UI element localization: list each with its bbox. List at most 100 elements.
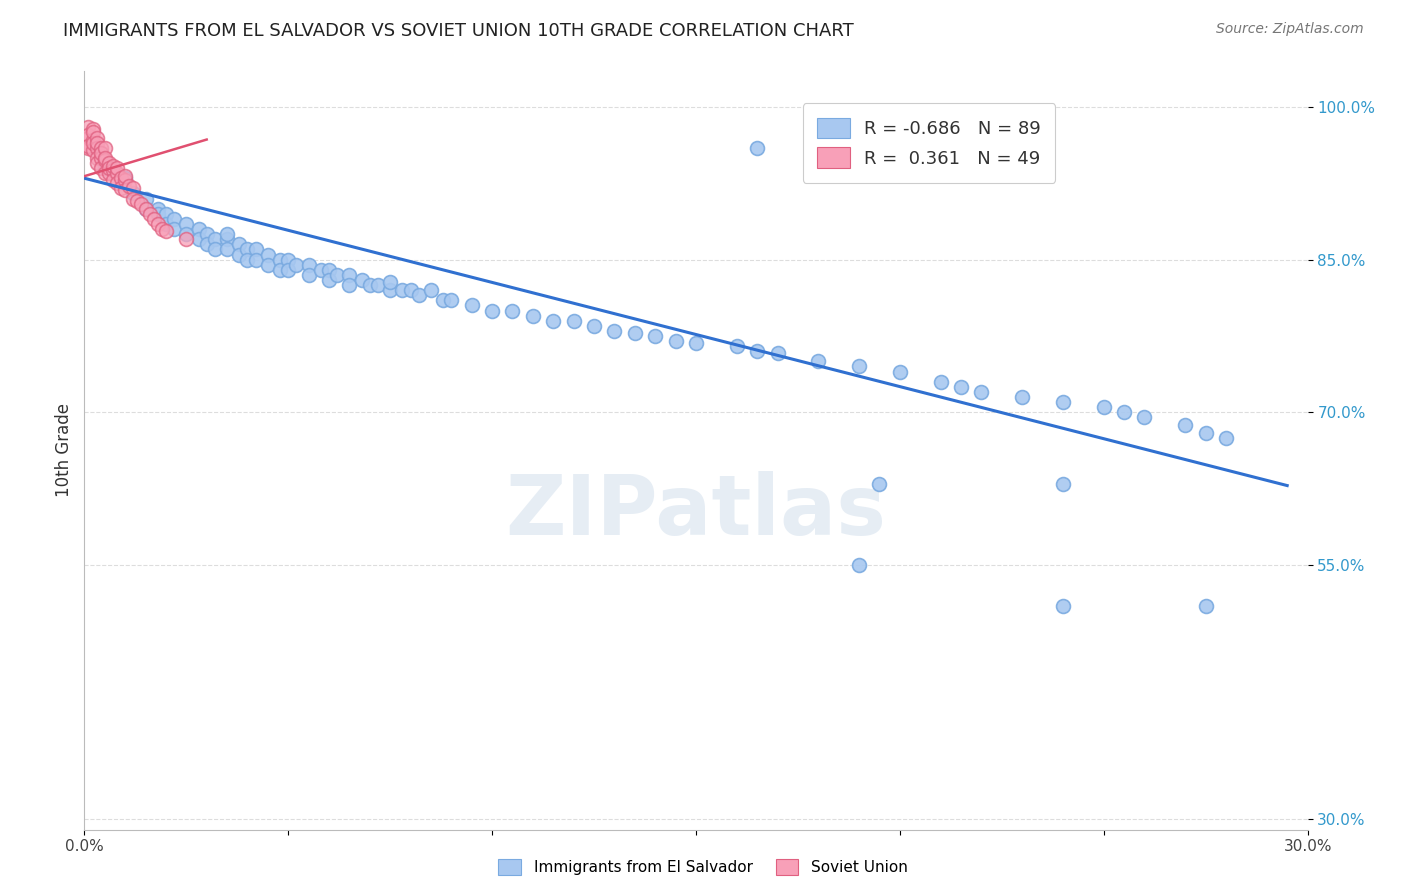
Point xyxy=(77,120,100,135)
Point xyxy=(950,380,973,394)
Point xyxy=(155,217,177,231)
Point xyxy=(97,161,120,175)
Point xyxy=(277,252,299,267)
Point xyxy=(86,136,108,150)
Point xyxy=(869,476,891,491)
Point xyxy=(228,237,250,252)
Point xyxy=(114,169,136,184)
Point xyxy=(174,227,197,242)
Point xyxy=(502,303,524,318)
Point xyxy=(204,232,226,246)
Point xyxy=(380,283,402,297)
Point xyxy=(391,283,413,297)
Point xyxy=(105,161,128,175)
Point xyxy=(163,211,186,226)
Point xyxy=(82,125,104,139)
Text: ZIPatlas: ZIPatlas xyxy=(506,471,886,551)
Point xyxy=(86,141,108,155)
Point xyxy=(77,138,100,153)
Point xyxy=(309,262,332,277)
Point xyxy=(93,161,115,175)
Point xyxy=(204,243,226,257)
Point xyxy=(131,196,153,211)
Point xyxy=(1133,410,1156,425)
Point xyxy=(90,151,112,165)
Point xyxy=(285,258,308,272)
Point xyxy=(1215,431,1237,445)
Point xyxy=(1195,425,1218,440)
Point xyxy=(101,159,124,173)
Point xyxy=(359,278,381,293)
Point xyxy=(82,136,104,150)
Point xyxy=(150,222,173,236)
Point xyxy=(228,247,250,261)
Legend: R = -0.686   N = 89, R =  0.361   N = 49: R = -0.686 N = 89, R = 0.361 N = 49 xyxy=(803,103,1056,183)
Point xyxy=(114,183,136,197)
Point xyxy=(970,384,993,399)
Y-axis label: 10th Grade: 10th Grade xyxy=(55,403,73,498)
Point xyxy=(481,303,503,318)
Point xyxy=(146,217,169,231)
Point xyxy=(257,247,280,261)
Point xyxy=(326,268,349,282)
Point xyxy=(1052,476,1074,491)
Point xyxy=(77,128,100,143)
Point xyxy=(142,211,165,226)
Point xyxy=(339,278,361,293)
Point xyxy=(603,324,626,338)
Point xyxy=(110,171,132,186)
Point xyxy=(562,314,585,328)
Point xyxy=(245,252,267,267)
Point xyxy=(367,278,389,293)
Point xyxy=(146,207,169,221)
Point xyxy=(155,207,177,221)
Point xyxy=(122,192,145,206)
Point xyxy=(747,344,769,359)
Point xyxy=(380,275,402,289)
Point xyxy=(122,181,145,195)
Point xyxy=(725,339,748,353)
Point xyxy=(187,222,209,236)
Point xyxy=(90,161,112,175)
Point xyxy=(318,273,340,287)
Point xyxy=(82,122,104,136)
Point xyxy=(86,151,108,165)
Point xyxy=(146,202,169,216)
Point xyxy=(101,173,124,187)
Point xyxy=(97,156,120,170)
Point xyxy=(195,237,218,252)
Point xyxy=(1114,405,1136,419)
Point xyxy=(93,166,115,180)
Text: Source: ZipAtlas.com: Source: ZipAtlas.com xyxy=(1216,22,1364,37)
Point xyxy=(93,153,115,167)
Point xyxy=(1174,417,1197,432)
Point xyxy=(110,181,132,195)
Point xyxy=(135,192,157,206)
Point xyxy=(217,232,239,246)
Point xyxy=(217,227,239,242)
Point xyxy=(399,283,422,297)
Point xyxy=(245,243,267,257)
Point xyxy=(236,243,259,257)
Point xyxy=(93,141,115,155)
Point xyxy=(644,329,666,343)
Point xyxy=(420,283,443,297)
Point xyxy=(440,293,463,308)
Point xyxy=(766,346,789,360)
Point xyxy=(747,141,769,155)
Point xyxy=(461,298,484,312)
Point xyxy=(889,365,911,379)
Point xyxy=(77,130,100,145)
Point xyxy=(1011,390,1033,404)
Point xyxy=(277,262,299,277)
Point xyxy=(298,268,321,282)
Point xyxy=(127,194,149,208)
Point xyxy=(1052,599,1074,613)
Point xyxy=(269,252,291,267)
Point xyxy=(929,375,952,389)
Point xyxy=(163,222,186,236)
Point xyxy=(86,130,108,145)
Point xyxy=(90,145,112,160)
Point xyxy=(522,309,544,323)
Point xyxy=(105,177,128,191)
